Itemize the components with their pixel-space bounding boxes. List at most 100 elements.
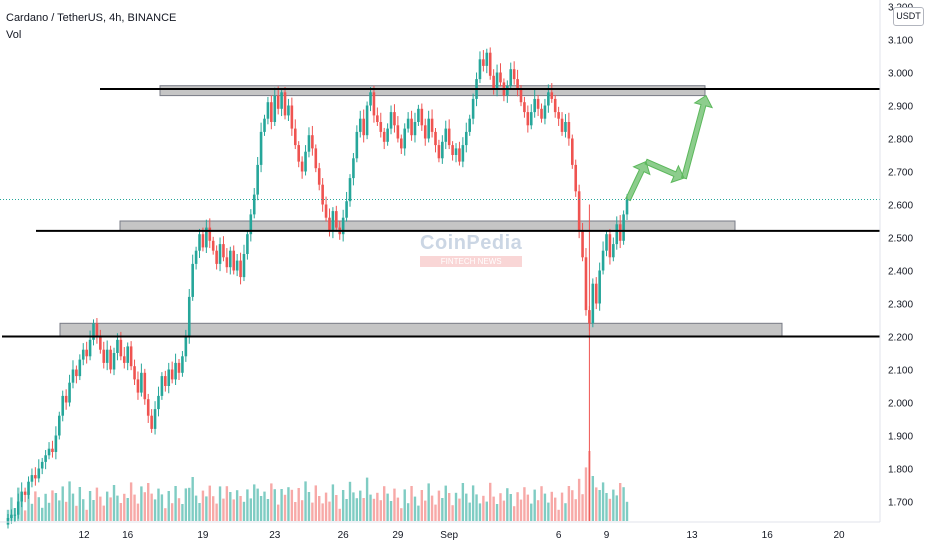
candle-body <box>516 79 519 89</box>
candle-body <box>584 257 588 311</box>
y-tick-label: 2.700 <box>888 168 913 179</box>
volume-bar <box>143 492 146 521</box>
x-tick-label: 23 <box>269 530 281 541</box>
volume-bar <box>324 492 328 521</box>
y-tick-label: 1.800 <box>888 465 913 476</box>
x-tick-label: 6 <box>556 530 562 541</box>
candle-body <box>341 217 345 235</box>
volume-bar <box>191 477 194 521</box>
volume-bar <box>314 485 317 521</box>
candle-body <box>557 112 560 119</box>
candle-body <box>10 514 13 518</box>
candle-body <box>625 199 629 215</box>
currency-button[interactable]: USDT <box>893 7 924 26</box>
candle-body <box>68 382 71 403</box>
candle-body <box>482 59 485 66</box>
candle-body <box>6 518 10 525</box>
candle-body <box>437 145 441 159</box>
candle-body <box>276 95 280 109</box>
candle-body <box>205 227 208 248</box>
volume-bar <box>167 491 170 521</box>
candle-body <box>622 214 625 241</box>
volume-bar <box>198 503 201 521</box>
volume-bar <box>51 490 54 521</box>
candles <box>6 47 629 529</box>
candle-body <box>119 339 123 357</box>
candle-body <box>211 240 215 251</box>
y-tick-label: 2.300 <box>888 300 913 311</box>
volume-bar <box>560 492 564 521</box>
candle-body <box>423 125 427 139</box>
candle-body <box>608 234 612 258</box>
volume-bar <box>140 486 143 521</box>
candle-body <box>506 85 509 96</box>
candle-body <box>314 148 318 169</box>
volume-bar <box>461 483 465 521</box>
y-tick-label: 2.200 <box>888 333 913 344</box>
volume-bar <box>242 501 246 521</box>
candle-body <box>283 92 287 116</box>
volume-bar <box>78 487 82 521</box>
candle-body <box>105 349 109 363</box>
y-tick-label: 2.000 <box>888 399 913 410</box>
candle-body <box>273 95 277 122</box>
candle-body <box>37 468 41 479</box>
candle-body <box>92 323 95 340</box>
volume-bar <box>287 487 290 521</box>
candle-body <box>194 250 198 264</box>
candle-body <box>400 138 403 149</box>
volume-bar <box>519 499 523 521</box>
volume-bar <box>116 495 119 521</box>
volume-bar <box>170 503 174 521</box>
x-tick-label: 16 <box>762 530 774 541</box>
candle-body <box>136 379 140 393</box>
y-tick-label: 3.000 <box>888 69 913 80</box>
volume-bar <box>61 486 64 521</box>
volume-bar <box>509 494 512 521</box>
candle-body <box>615 224 619 245</box>
x-tick-label: 16 <box>122 530 134 541</box>
volume-bar <box>424 500 427 521</box>
volume-bar <box>218 486 222 521</box>
volume-bar <box>608 498 612 521</box>
volume-bar <box>280 489 283 521</box>
candle-body <box>133 366 136 380</box>
candle-body <box>78 359 82 377</box>
candle-body <box>208 227 212 241</box>
candle-body <box>564 122 567 132</box>
volume-bar <box>232 499 235 521</box>
candle-body <box>126 346 129 363</box>
volume-bar <box>359 490 362 521</box>
volume-bar <box>618 483 622 521</box>
volume-bar <box>335 495 338 521</box>
volume-bar <box>126 498 129 521</box>
volume-bar <box>68 481 71 521</box>
candle-body <box>122 356 126 363</box>
zone-0 <box>159 85 706 97</box>
candle-body <box>365 105 369 136</box>
candle-body <box>605 234 608 251</box>
x-tick-label: Sep <box>440 530 458 541</box>
candle-body <box>34 475 37 479</box>
volume-bar <box>417 505 420 521</box>
candle-body <box>478 59 482 80</box>
volume-bar <box>229 492 232 521</box>
candle-body <box>61 395 65 416</box>
x-tick-label: 9 <box>604 530 610 541</box>
volume-bar <box>150 493 153 521</box>
price-axis-panel <box>880 0 932 550</box>
candle-body <box>58 415 61 436</box>
candle-body <box>536 98 540 109</box>
candle-body <box>187 296 191 337</box>
volume-bar <box>492 496 495 521</box>
volume-bar <box>249 498 253 521</box>
candle-body <box>571 138 574 165</box>
candle-body <box>444 128 448 142</box>
candle-body <box>468 118 471 132</box>
volume-bar <box>215 503 218 521</box>
volume-bar <box>153 499 157 521</box>
candle-body <box>567 122 571 139</box>
candle-body <box>618 224 622 241</box>
